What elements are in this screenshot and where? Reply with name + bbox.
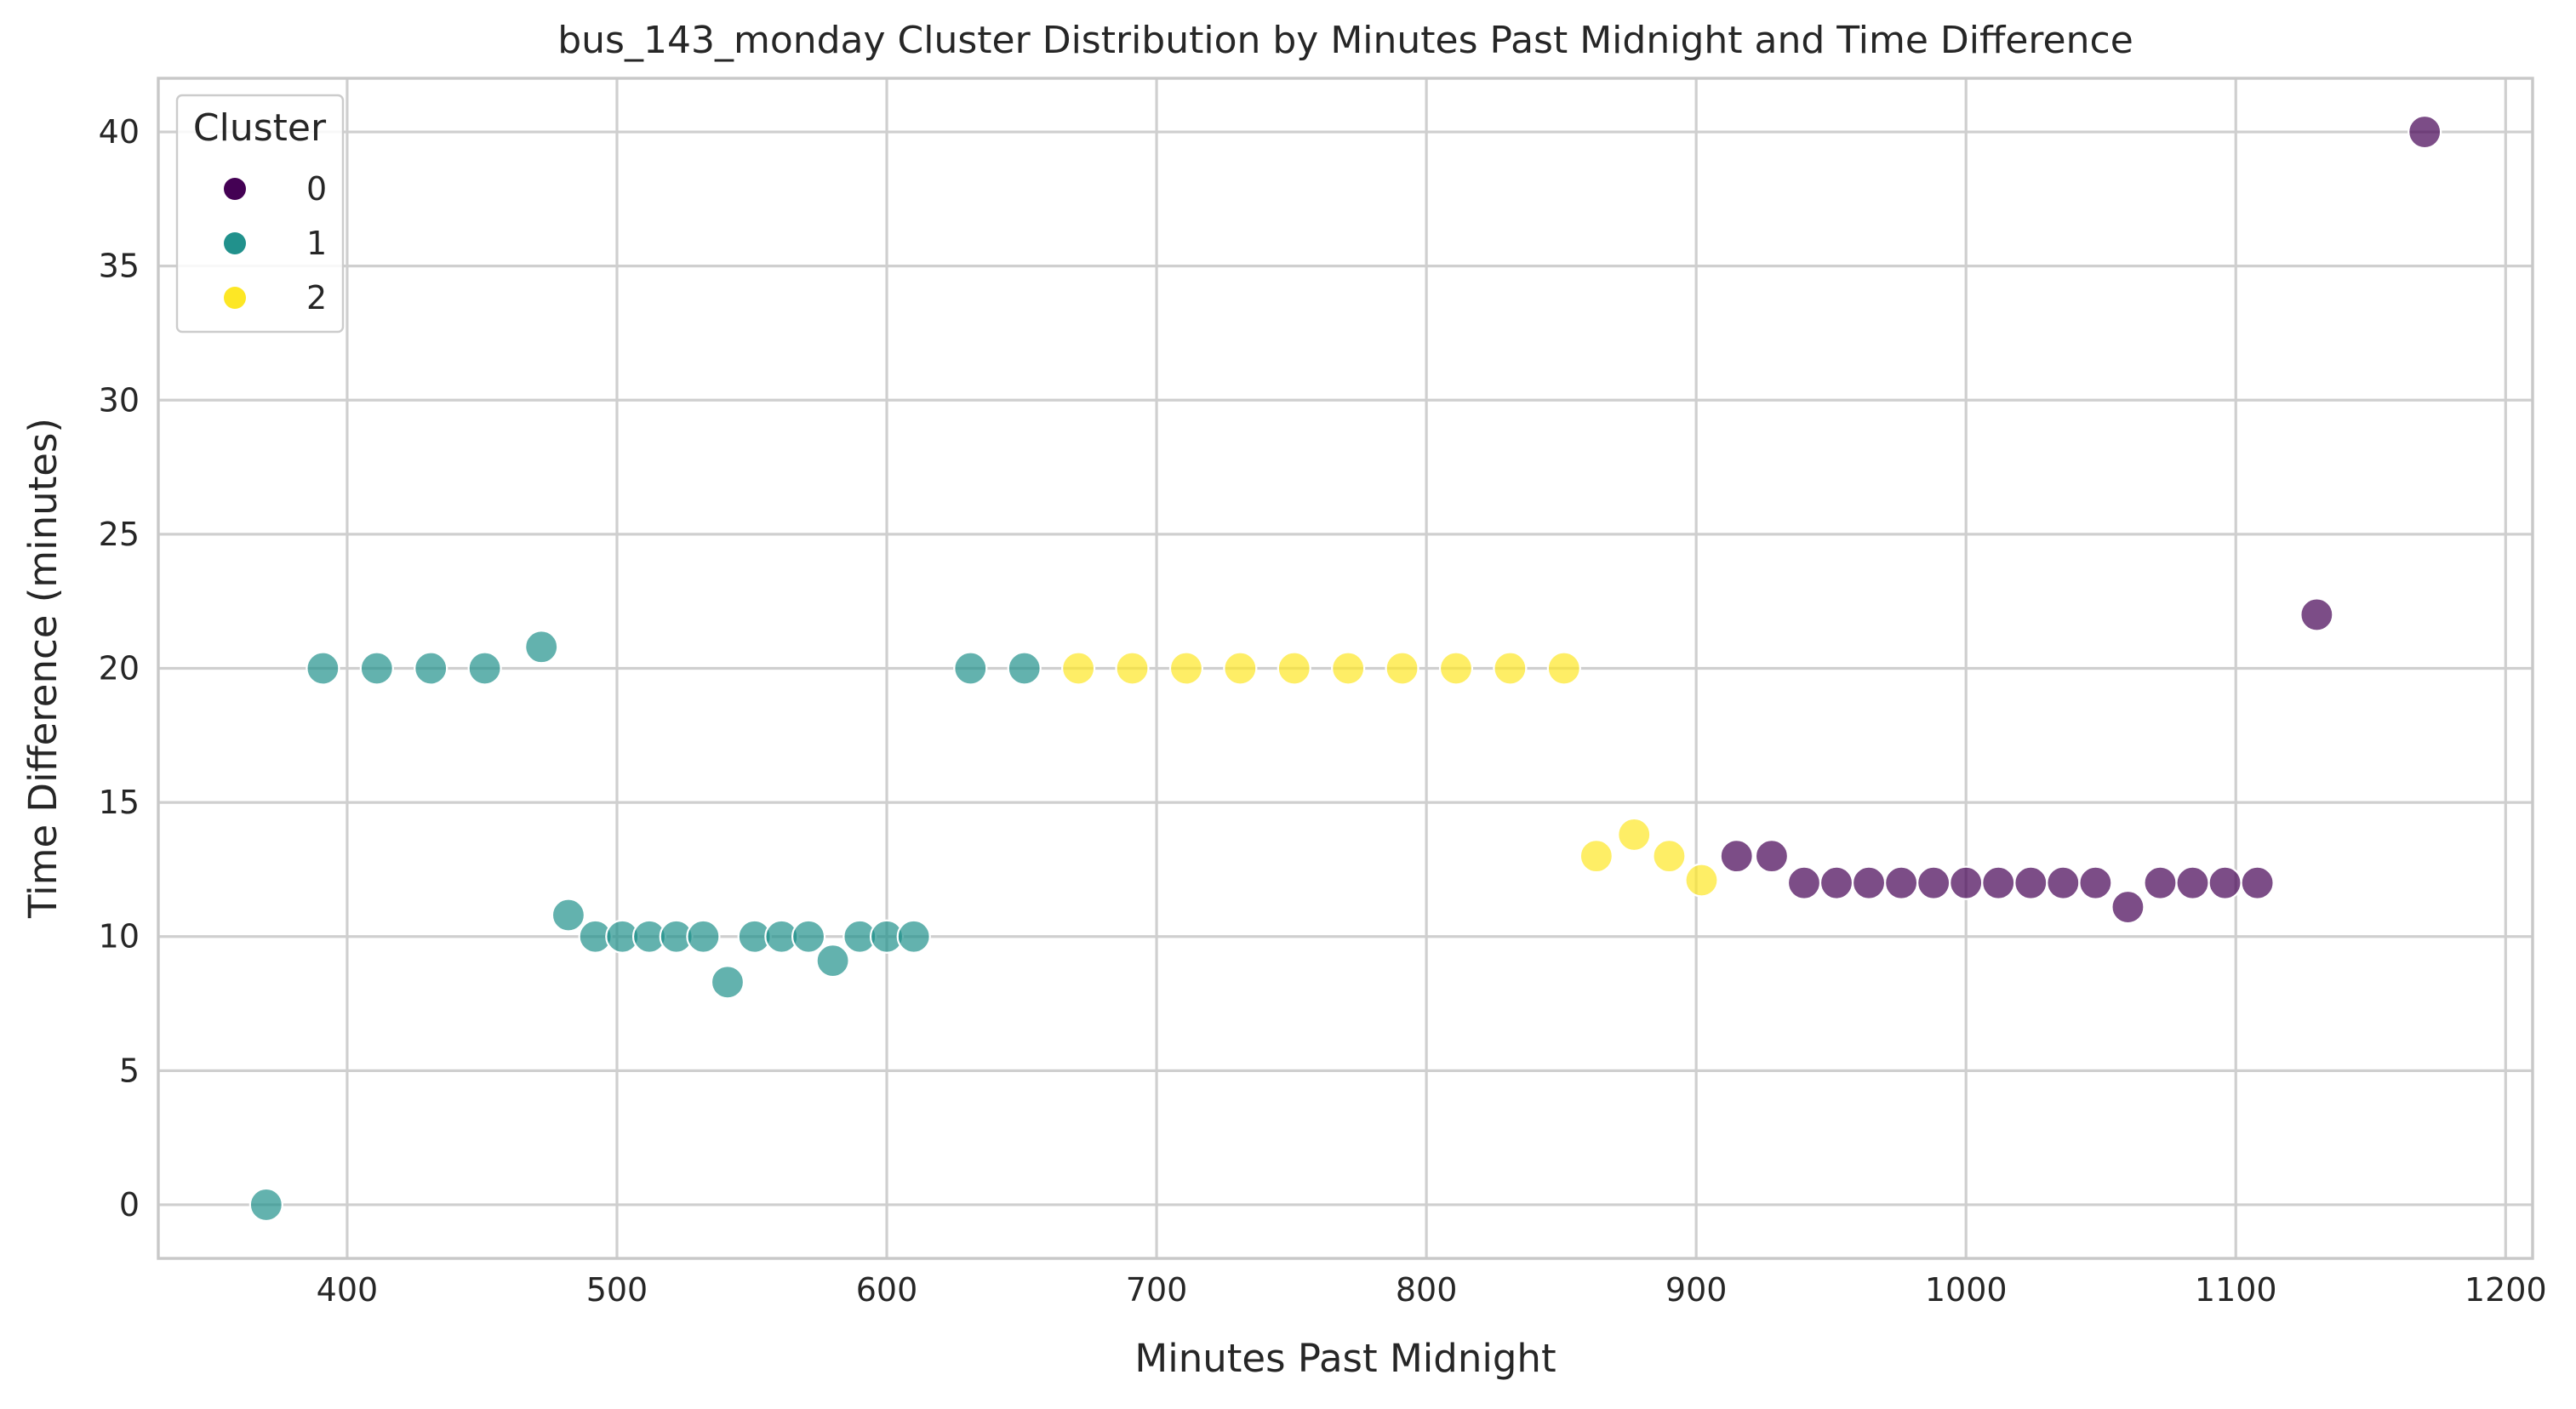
legend-marker-1 <box>224 232 246 254</box>
legend-box <box>175 94 345 334</box>
data-point-cluster-1 <box>551 898 586 933</box>
data-point-cluster-2 <box>1546 651 1581 686</box>
data-point-cluster-0 <box>2078 865 2113 900</box>
x-tick-label: 600 <box>856 1271 918 1309</box>
data-point-cluster-0 <box>1884 865 1919 900</box>
data-point-cluster-2 <box>1652 839 1687 874</box>
data-point-cluster-2 <box>1223 651 1258 686</box>
data-point-cluster-2 <box>1493 651 1528 686</box>
data-point-cluster-1 <box>248 1187 283 1223</box>
data-point-cluster-0 <box>1851 865 1887 900</box>
data-point-cluster-0 <box>2110 889 2145 925</box>
data-point-cluster-2 <box>1061 651 1096 686</box>
x-tick-label: 1000 <box>1925 1271 2008 1309</box>
data-point-cluster-1 <box>953 651 988 686</box>
legend-label-1: 1 <box>306 225 327 262</box>
data-point-cluster-0 <box>1981 865 2016 900</box>
y-tick-label: 25 <box>99 516 140 553</box>
data-point-cluster-2 <box>1579 839 1614 874</box>
x-tick-label: 900 <box>1665 1271 1728 1309</box>
data-points <box>248 114 2442 1223</box>
plot-frame <box>157 77 2534 1260</box>
data-point-cluster-1 <box>686 919 721 954</box>
data-point-cluster-2 <box>1385 651 1419 686</box>
data-point-cluster-0 <box>2299 597 2334 632</box>
data-point-cluster-2 <box>1115 651 1150 686</box>
legend: Cluster 0 1 2 <box>175 94 345 334</box>
legend-marker-0 <box>224 178 246 200</box>
data-point-cluster-1 <box>710 965 745 1000</box>
data-point-cluster-0 <box>2143 865 2178 900</box>
x-tick-label: 1200 <box>2465 1271 2547 1309</box>
data-point-cluster-0 <box>2208 865 2242 900</box>
x-tick-labels: 400 500 600 700 800 900 1000 1100 1200 <box>317 1271 2547 1309</box>
data-point-cluster-0 <box>1754 839 1790 874</box>
data-point-cluster-1 <box>306 651 340 686</box>
legend-items: 0 1 2 <box>224 170 327 317</box>
y-tick-label: 0 <box>119 1186 140 1224</box>
data-point-cluster-0 <box>2240 865 2275 900</box>
data-point-cluster-1 <box>791 919 826 954</box>
y-tick-label: 5 <box>119 1052 140 1089</box>
data-point-cluster-0 <box>1786 865 1822 900</box>
y-tick-label: 40 <box>99 113 140 151</box>
data-point-cluster-1 <box>896 919 931 954</box>
data-point-cluster-0 <box>2175 865 2210 900</box>
data-point-cluster-1 <box>467 651 502 686</box>
x-tick-label: 400 <box>317 1271 379 1309</box>
x-tick-label: 1100 <box>2195 1271 2277 1309</box>
data-point-cluster-0 <box>2046 865 2081 900</box>
data-point-cluster-0 <box>2013 865 2048 900</box>
chart-title: bus_143_monday Cluster Distribution by M… <box>557 19 2133 62</box>
data-point-cluster-1 <box>414 651 448 686</box>
data-point-cluster-2 <box>1331 651 1366 686</box>
data-point-cluster-0 <box>2408 114 2442 150</box>
x-axis-label: Minutes Past Midnight <box>1134 1336 1556 1381</box>
data-point-cluster-2 <box>1438 651 1474 686</box>
y-tick-label: 15 <box>99 784 140 821</box>
x-tick-label: 500 <box>586 1271 648 1309</box>
y-tick-label: 35 <box>99 248 140 285</box>
data-point-cluster-0 <box>1949 865 1984 900</box>
x-tick-label: 800 <box>1396 1271 1458 1309</box>
data-point-cluster-2 <box>1277 651 1311 686</box>
data-point-cluster-0 <box>1719 839 1754 874</box>
data-point-cluster-0 <box>1819 865 1854 900</box>
x-tick-label: 700 <box>1126 1271 1188 1309</box>
data-point-cluster-2 <box>1168 651 1204 686</box>
y-axis-label: Time Difference (minutes) <box>20 418 66 919</box>
data-point-cluster-1 <box>815 943 850 978</box>
data-point-cluster-1 <box>1007 651 1042 686</box>
y-tick-labels: 0 5 10 15 20 25 30 35 40 <box>99 113 140 1224</box>
y-tick-label: 30 <box>99 381 140 419</box>
legend-marker-2 <box>224 287 246 309</box>
data-point-cluster-2 <box>1617 817 1652 853</box>
y-tick-label: 20 <box>99 650 140 687</box>
data-point-cluster-2 <box>1684 863 1719 898</box>
data-point-cluster-1 <box>524 630 559 665</box>
y-tick-label: 10 <box>99 918 140 955</box>
legend-label-2: 2 <box>306 279 327 317</box>
data-point-cluster-1 <box>359 651 394 686</box>
legend-title: Cluster <box>193 106 327 150</box>
data-point-cluster-0 <box>1916 865 1951 900</box>
legend-label-0: 0 <box>306 170 327 208</box>
